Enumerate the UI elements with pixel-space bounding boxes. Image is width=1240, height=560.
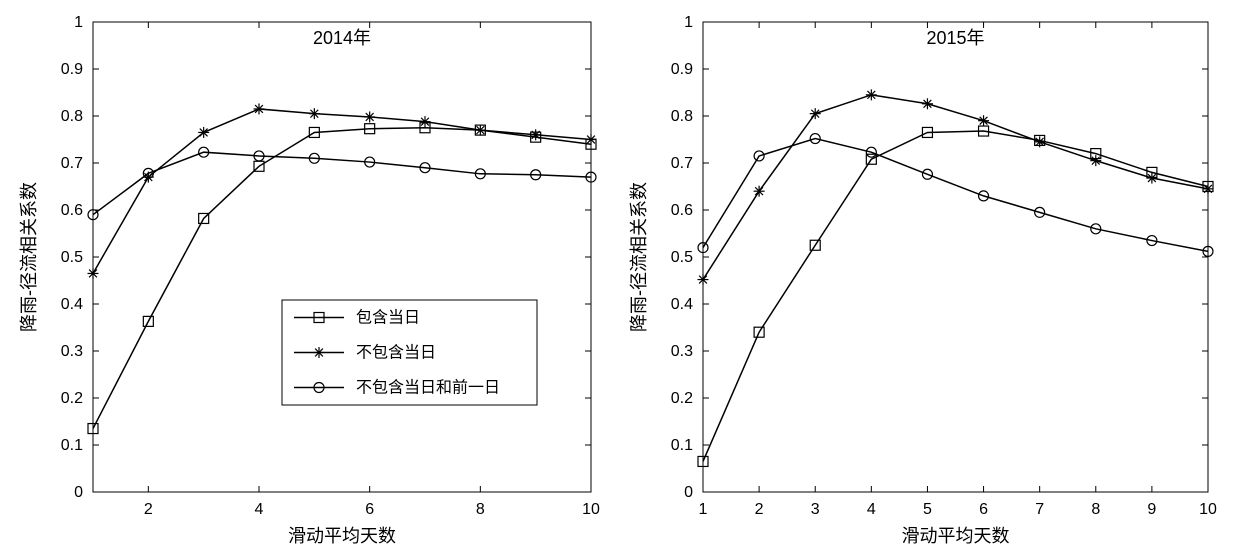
svg-text:0.9: 0.9	[61, 61, 83, 78]
svg-text:6: 6	[979, 501, 988, 518]
legend-item-label: 不包含当日和前一日	[356, 379, 500, 397]
svg-text:1: 1	[684, 14, 693, 31]
svg-text:10: 10	[1199, 501, 1217, 518]
series-line	[703, 139, 1208, 252]
svg-text:8: 8	[476, 501, 485, 518]
svg-text:0.4: 0.4	[61, 296, 83, 313]
svg-text:0.7: 0.7	[671, 155, 693, 172]
svg-text:0.6: 0.6	[61, 202, 83, 219]
svg-text:0.4: 0.4	[671, 296, 693, 313]
svg-text:0: 0	[74, 484, 83, 501]
svg-text:0.2: 0.2	[671, 390, 693, 407]
chart-title: 2015年	[926, 28, 984, 48]
svg-text:0.5: 0.5	[671, 249, 693, 266]
svg-text:9: 9	[1147, 501, 1156, 518]
svg-text:8: 8	[1091, 501, 1100, 518]
series-line	[703, 131, 1208, 461]
svg-text:0.2: 0.2	[61, 390, 83, 407]
series-line	[703, 95, 1208, 280]
svg-text:5: 5	[923, 501, 932, 518]
svg-text:0.7: 0.7	[61, 155, 83, 172]
svg-text:6: 6	[365, 501, 374, 518]
svg-text:0.6: 0.6	[671, 202, 693, 219]
svg-text:3: 3	[811, 501, 820, 518]
svg-text:0.8: 0.8	[61, 108, 83, 125]
chart-panel-2014: 0 0.1 0.2 0.3 0.4 0.5 0.6 0.7 0.8 0.9 1 2 4 6 8 10 2014年…	[0, 0, 610, 560]
legend-item-label: 包含当日	[356, 309, 420, 327]
y-axis-label: 降雨-径流相关系数	[629, 182, 649, 332]
svg-text:0: 0	[684, 484, 693, 501]
svg-text:0.8: 0.8	[671, 108, 693, 125]
chart-container: 00.10.20.30.40.50.60.70.80.912468102014年…	[0, 0, 1240, 560]
svg-text:2: 2	[755, 501, 764, 518]
svg-text:1: 1	[699, 501, 708, 518]
svg-text:4: 4	[867, 501, 876, 518]
svg-text:0.3: 0.3	[671, 343, 693, 360]
svg-text:2: 2	[144, 501, 153, 518]
x-axis-label: 滑动平均天数	[288, 526, 396, 546]
svg-text:4: 4	[255, 501, 264, 518]
chart-panel-2015: 0 0.1 0.2 0.3 0.4 0.5 0.6 0.7 0.8 0.9 1 1 2 3 4 5 6 7 8 9 10…	[610, 0, 1240, 560]
svg-text:0.9: 0.9	[671, 61, 693, 78]
y-axis-label: 降雨-径流相关系数	[19, 182, 39, 332]
series-line	[93, 109, 591, 274]
svg-text:7: 7	[1035, 501, 1044, 518]
svg-text:0.5: 0.5	[61, 249, 83, 266]
chart-title: 2014年	[313, 28, 371, 48]
svg-text:0.3: 0.3	[61, 343, 83, 360]
svg-text:10: 10	[582, 501, 600, 518]
x-axis-label: 滑动平均天数	[902, 526, 1010, 546]
series-line	[93, 128, 591, 429]
svg-text:1: 1	[74, 14, 83, 31]
svg-text:0.1: 0.1	[61, 437, 83, 454]
legend-item-label: 不包含当日	[356, 344, 436, 362]
svg-text:0.1: 0.1	[671, 437, 693, 454]
